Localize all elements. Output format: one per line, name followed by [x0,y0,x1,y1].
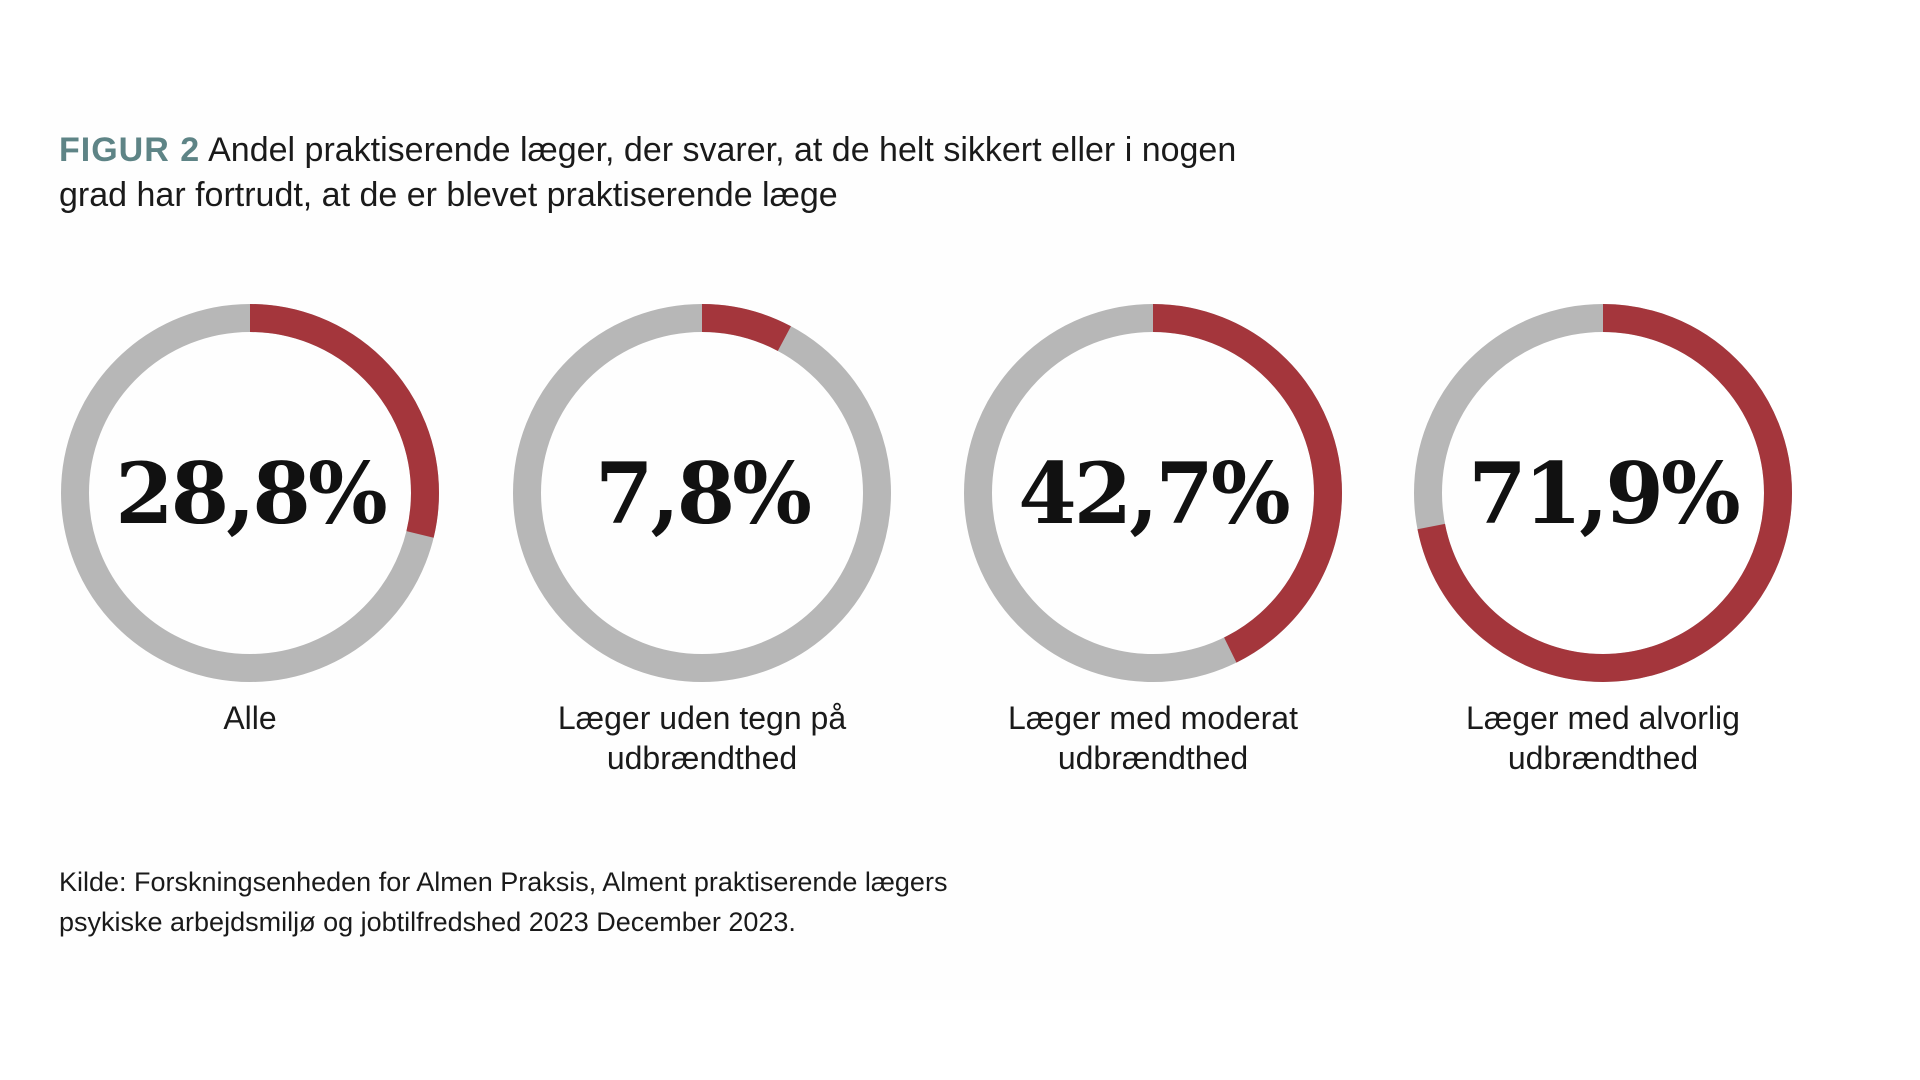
donut-value-arc [1414,304,1792,682]
donut-4: 71,9% [1414,304,1792,682]
category-label-line: Alle [223,700,277,736]
figure-title-line2: grad har fortrudt, at de er blevet prakt… [59,176,838,214]
donut-value-label: 28,8% [115,444,386,543]
category-label: Læger med moderat udbrændthed [943,698,1363,778]
source-line2: psykiske arbejdsmiljø og jobtilfredshed … [59,907,796,937]
donut-3: 42,7% [964,304,1342,682]
category-label: Alle [40,698,460,738]
category-label: Læger uden tegn på udbrændthed [492,698,912,778]
donut-value-arc [61,304,439,682]
category-label-line: udbrændthed [1057,740,1249,776]
figure-title: FIGUR 2 Andel praktiserende læger, der sv… [59,128,1439,218]
donut-2: 7,8% [513,304,891,682]
donut-value-label: 42,7% [1018,444,1289,543]
donut-value-label: 7,8% [595,444,810,543]
donut-value-arc [964,304,1342,682]
donut-1: 28,8% [61,304,439,682]
donut-value-arc [513,304,891,682]
category-label-line: Læger uden tegn på [557,700,847,736]
category-label: Læger med alvorlig udbrændthed [1393,698,1813,778]
category-label-line: udbrændthed [606,740,798,776]
figure-label: FIGUR 2 [59,131,201,169]
category-label-line: udbrændthed [1507,740,1699,776]
donut-value-label: 71,9% [1468,444,1739,543]
figure-panel [40,100,1480,1000]
source-line1: Kilde: Forskningsenheden for Almen Praks… [59,867,948,897]
category-label-line: Læger med alvorlig [1466,700,1740,736]
figure-title-line1: Andel praktiserende læger, der svarer, a… [208,131,1237,169]
category-label-line: Læger med moderat [1008,700,1298,736]
source-note: Kilde: Forskningsenheden for Almen Praks… [59,862,1259,942]
